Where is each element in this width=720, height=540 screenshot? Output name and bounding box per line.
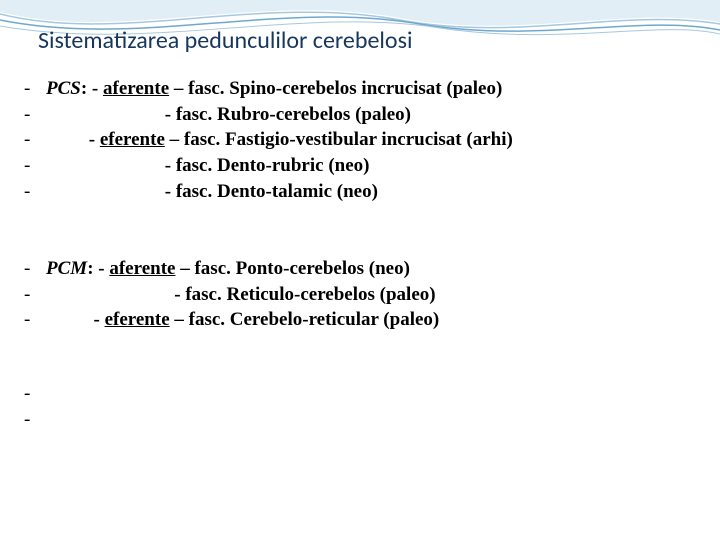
line-text: PCS: - aferente – fasc. Spino-cerebelos … (46, 76, 700, 102)
bullet-dash: - (24, 256, 46, 282)
bullet-line: - - fasc. Dento-talamic (neo) (24, 179, 700, 205)
bullet-line: - (24, 381, 700, 407)
bullet-dash: - (24, 307, 46, 333)
line-text: - fasc. Dento-rubric (neo) (46, 153, 700, 179)
bullet-dash: - (24, 102, 46, 128)
bullet-dash: - (24, 127, 46, 153)
line-text: PCM: - aferente – fasc. Ponto-cerebelos … (46, 256, 700, 282)
bullet-line: - - fasc. Dento-rubric (neo) (24, 153, 700, 179)
line-text: - fasc. Reticulo-cerebelos (paleo) (46, 282, 700, 308)
line-text: - fasc. Dento-talamic (neo) (46, 179, 700, 205)
bullet-line: - PCM: - aferente – fasc. Ponto-cerebelo… (24, 256, 700, 282)
bullet-dash: - (24, 407, 46, 433)
bullet-dash: - (24, 381, 46, 407)
line-text: - eferente – fasc. Fastigio-vestibular i… (46, 127, 700, 153)
bullet-line: - - fasc. Reticulo-cerebelos (paleo) (24, 282, 700, 308)
line-text: - eferente – fasc. Cerebelo-reticular (p… (46, 307, 700, 333)
slide-title: Sistematizarea pedunculilor cerebelosi (38, 26, 412, 55)
bullet-line: - - eferente – fasc. Fastigio-vestibular… (24, 127, 700, 153)
bullet-dash: - (24, 76, 46, 102)
bullet-line: - - eferente – fasc. Cerebelo-reticular … (24, 307, 700, 333)
bullet-dash: - (24, 153, 46, 179)
bullet-line: - PCS: - aferente – fasc. Spino-cerebelo… (24, 76, 700, 102)
line-text: - fasc. Rubro-cerebelos (paleo) (46, 102, 700, 128)
bullet-line: - - fasc. Rubro-cerebelos (paleo) (24, 102, 700, 128)
bullet-dash: - (24, 282, 46, 308)
bullet-dash: - (24, 179, 46, 205)
bullet-line: - (24, 407, 700, 433)
slide-body: - PCS: - aferente – fasc. Spino-cerebelo… (24, 76, 700, 432)
